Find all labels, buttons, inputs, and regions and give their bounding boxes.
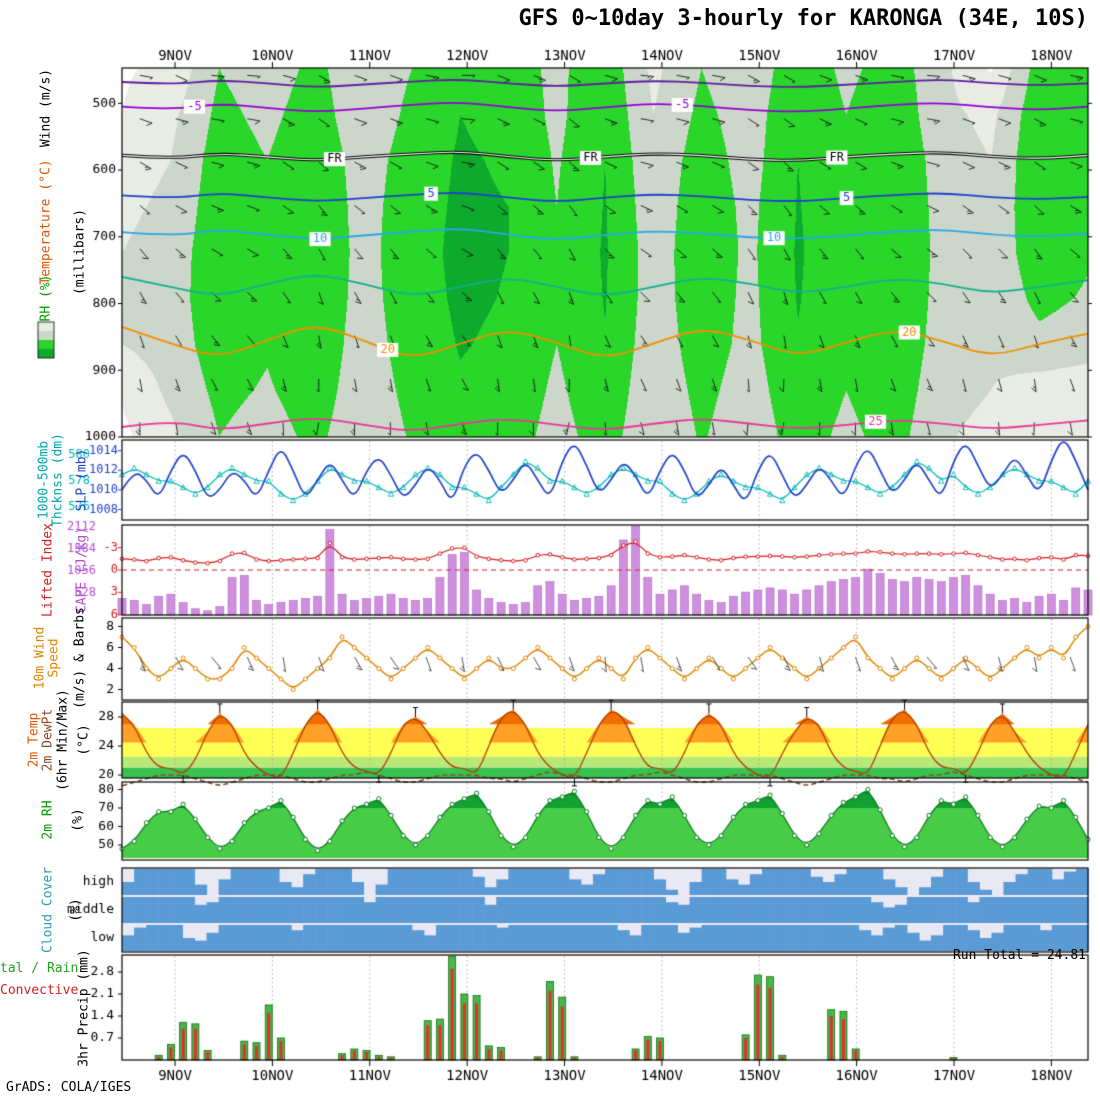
side-label-2m-dewpt: 2m DewPt [40, 708, 56, 772]
chart-title: GFS 0~10day 3-hourly for KARONGA (34E, 1… [518, 6, 1088, 31]
side-label-3hr-precip: 3hr Precip (mm) [76, 949, 92, 1067]
side-label-wind: Wind (m/s) [38, 68, 54, 148]
side-label-rh-shade: RH (%) [38, 274, 54, 322]
legend-total-rain: tal / Rain [0, 961, 79, 976]
side-label-millibars: (millibars) [72, 208, 88, 296]
side-label-temperature: Temperature (°C) [38, 159, 54, 285]
side-label-10m-wind: 10m Wind [32, 626, 48, 690]
run-total: Run Total = 24.81 [952, 948, 1086, 963]
side-label-cloud-cover: Cloud Cover [40, 866, 56, 954]
side-label-thickness-2: Thcknss (dm) [50, 433, 66, 527]
legend-convective: Convective [0, 983, 79, 998]
side-label-2m-temp: 2m Temp [26, 712, 42, 768]
side-label-degc: (°C) [76, 724, 92, 756]
side-label-lifted-index: Lifted Index [40, 523, 56, 617]
side-label-minmax: (6hr Min/Max) [55, 689, 71, 791]
side-label-rh-pct: (%) [70, 808, 86, 832]
side-label-cloud-pct: (%) [68, 898, 84, 922]
side-label-2m-rh: 2m RH [40, 800, 56, 840]
side-label-wind-speed: Speed [46, 638, 62, 678]
grads-credit: GrADS: COLA/IGES [6, 1080, 132, 1095]
side-label-wind-barbs: (m/s) & Barbs [72, 607, 88, 709]
side-label-cape: CAPE (J/kg) [74, 526, 90, 614]
side-label-slp: SLP (mb) [74, 448, 90, 512]
side-label-thickness-1: 1000-500mb [36, 440, 52, 520]
